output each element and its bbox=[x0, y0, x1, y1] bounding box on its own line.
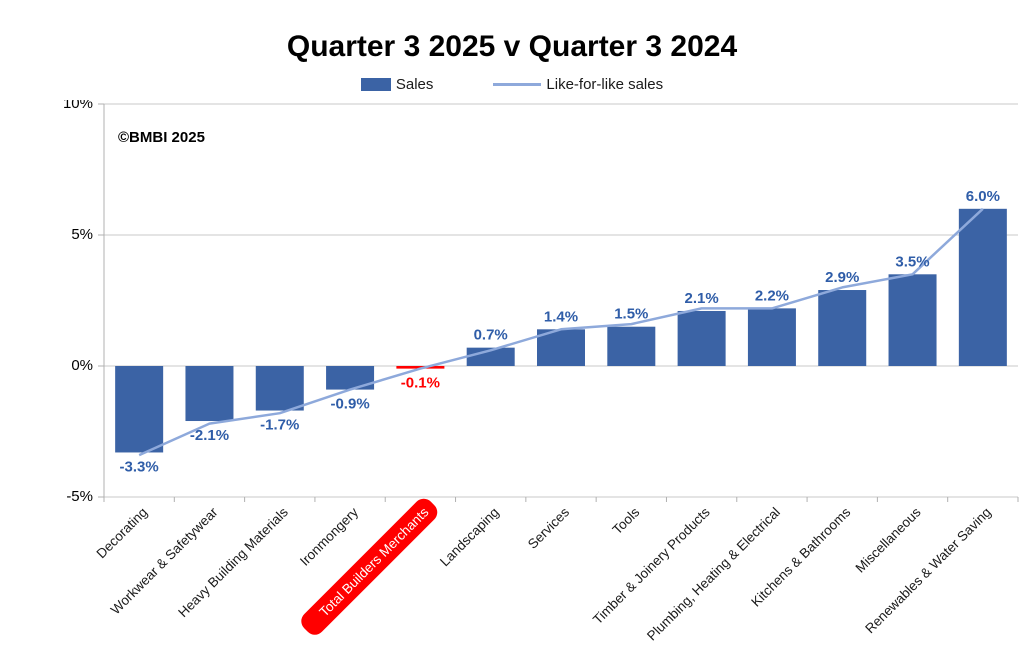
chart-canvas: 10% 5% 0% -5% ©BMBI 2025 -3.3% -2.1% -1.7% -0.9%… bbox=[63, 100, 1019, 644]
bar-4 bbox=[326, 366, 375, 390]
category-label-6: Landscaping bbox=[437, 505, 502, 570]
bar-label-13: 6.0% bbox=[966, 188, 1000, 205]
bar-label-7: 1.4% bbox=[544, 308, 578, 325]
category-label-group-8: Tools bbox=[610, 504, 643, 537]
y-tick-label-5%: 5% bbox=[71, 226, 93, 243]
legend-lfl-label: Like-for-like sales bbox=[546, 76, 664, 93]
legend-sales-label: Sales bbox=[395, 76, 434, 93]
bar-label-8: 1.5% bbox=[614, 306, 648, 323]
category-label-13: Renewables & Water Saving bbox=[862, 505, 994, 637]
category-label-group-13: Renewables & Water Saving bbox=[862, 505, 994, 637]
category-label-group-4: Ironmongery bbox=[297, 504, 361, 568]
bar-label-1: -3.3% bbox=[120, 458, 159, 475]
bar-1 bbox=[115, 366, 164, 453]
bar-9 bbox=[677, 310, 726, 366]
category-label-1: Decorating bbox=[93, 505, 150, 562]
bar-3 bbox=[255, 366, 304, 411]
y-tick-label-0%: 0% bbox=[71, 357, 93, 374]
bar-label-3: -1.7% bbox=[260, 417, 299, 434]
chart-legend: Sales Like-for-like sales bbox=[0, 76, 1024, 93]
y-tick-label-10%: 10% bbox=[63, 100, 93, 112]
bar-label-9: 2.1% bbox=[685, 290, 719, 307]
bar-2 bbox=[185, 366, 234, 422]
lfl-line bbox=[138, 207, 984, 457]
category-label-7: Services bbox=[525, 504, 572, 551]
bar-label-6: 0.7% bbox=[474, 327, 508, 344]
lfl-line-swatch-icon bbox=[493, 83, 542, 86]
sales-bar-swatch-icon bbox=[360, 78, 391, 91]
category-label-10: Plumbing, Heating & Electrical bbox=[644, 505, 783, 644]
category-label-group-9: Timber & Joinery Products bbox=[590, 504, 713, 627]
bar-7 bbox=[537, 329, 585, 366]
bar-label-4: -0.9% bbox=[330, 396, 369, 413]
bar-label-12: 3.5% bbox=[895, 253, 929, 270]
highlight-pill bbox=[301, 498, 438, 635]
bar-label-5: -0.1% bbox=[401, 375, 440, 392]
category-label-4: Ironmongery bbox=[297, 504, 361, 568]
legend-item-lfl: Like-for-like sales bbox=[493, 76, 663, 93]
category-label-group-1: Decorating bbox=[93, 505, 150, 562]
bar-13 bbox=[958, 208, 1007, 366]
watermark: ©BMBI 2025 bbox=[118, 129, 205, 146]
category-label-group-10: Plumbing, Heating & Electrical bbox=[644, 505, 783, 644]
category-label-group-12: Miscellaneous bbox=[853, 504, 924, 575]
bar-10 bbox=[747, 308, 796, 366]
y-tick-label--5%: -5% bbox=[66, 488, 93, 505]
category-label-group-7: Services bbox=[525, 504, 572, 551]
bar-label-2: -2.1% bbox=[190, 427, 229, 444]
category-label-group-6: Landscaping bbox=[437, 505, 502, 570]
bar-label-11: 2.9% bbox=[825, 269, 859, 286]
bar-11 bbox=[818, 290, 867, 366]
bar-label-10: 2.2% bbox=[755, 287, 789, 304]
chart-title: Quarter 3 2025 v Quarter 3 2024 bbox=[286, 30, 738, 63]
category-label-12: Miscellaneous bbox=[853, 504, 924, 575]
legend-item-sales: Sales bbox=[360, 76, 434, 93]
category-label-9: Timber & Joinery Products bbox=[590, 504, 713, 627]
bar-12 bbox=[888, 274, 937, 366]
category-label-group-5: Total Builders Merchants bbox=[301, 498, 438, 635]
bar-8 bbox=[607, 326, 656, 366]
category-label-8: Tools bbox=[610, 504, 643, 537]
